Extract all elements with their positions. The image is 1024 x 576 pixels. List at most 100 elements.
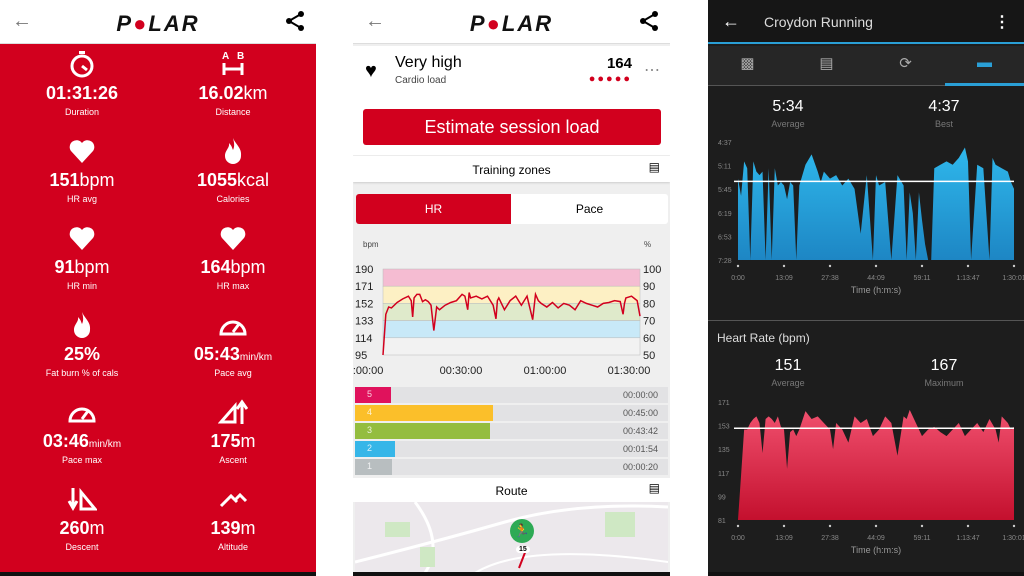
pace-best-label: Best xyxy=(934,119,953,129)
x-tick-dot xyxy=(874,524,878,528)
active-tab-indicator xyxy=(945,83,1024,86)
x-tick-label: 27:38 xyxy=(821,275,839,282)
stat-value: 91bpm xyxy=(54,257,110,277)
y2-tick-label: 80 xyxy=(643,298,655,310)
y-tick-label: 5:45 xyxy=(718,187,732,194)
stat-label: Distance xyxy=(215,107,251,117)
x-tick-label: 01:00:00 xyxy=(524,365,567,377)
route-header[interactable]: Route ▤ xyxy=(353,478,670,502)
x-tick-label: 00:30:00 xyxy=(440,365,483,377)
details-icon[interactable]: ▤ xyxy=(819,55,834,72)
more-icon[interactable]: ⋯ xyxy=(644,62,660,79)
hr-max: 167 xyxy=(930,357,958,374)
y-tick-label: 117 xyxy=(718,471,729,478)
heart-icon: ♥ xyxy=(365,60,377,82)
training-zones-header[interactable]: Training zones ▤ xyxy=(353,156,670,182)
overflow-menu-icon[interactable]: ⋮ xyxy=(994,14,1010,31)
collapse-icon[interactable]: ▤ xyxy=(648,481,660,495)
charts-icon[interactable]: ▬ xyxy=(977,54,992,71)
y-tick-label: 152 xyxy=(355,298,373,310)
stat-label: Descent xyxy=(65,542,99,552)
y2-tick-label: 70 xyxy=(643,316,655,328)
collapse-icon[interactable]: ▤ xyxy=(648,160,660,174)
stat-duration: 01:31:26 Duration xyxy=(7,49,157,117)
x-tick-dot xyxy=(874,264,878,268)
back-arrow-icon[interactable]: ← xyxy=(722,11,740,31)
pace-chart: 4:37 5:11 5:45 6:19 6:53 7:28 0:00 13:09 27:38 44… xyxy=(718,140,1024,295)
x-tick-label: 44:09 xyxy=(867,275,885,282)
y-tick-label: 114 xyxy=(355,333,373,345)
y-tick-label: 6:53 xyxy=(718,234,732,241)
x-tick-label: 1:30:01 xyxy=(1002,535,1024,542)
zone-bar xyxy=(355,459,392,475)
zone-bar xyxy=(355,423,491,439)
x-tick-dot xyxy=(782,264,786,268)
route-map[interactable]: 🏃 15 xyxy=(355,502,668,573)
zone-number: 2 xyxy=(367,443,373,453)
polar-summary-screen: ← P●LAR 01:31:26 Duration A B 16.02km Distanc… xyxy=(0,0,316,576)
share-icon[interactable] xyxy=(638,10,660,32)
photo-icon[interactable]: ▩ xyxy=(740,55,755,72)
y-tick-label: 133 xyxy=(355,316,373,328)
y-tick-label: 171 xyxy=(355,281,373,293)
cardio-value: 164 xyxy=(606,55,632,72)
run-start-marker-icon[interactable]: 🏃 xyxy=(510,519,534,543)
y-tick-label: 4:37 xyxy=(718,140,732,147)
pace-best: 4:37 xyxy=(928,98,960,115)
hr-section-title: Heart Rate (bpm) xyxy=(717,331,810,345)
back-arrow-icon[interactable]: ← xyxy=(12,10,32,32)
x-tick-dot xyxy=(966,524,970,528)
back-arrow-icon[interactable]: ← xyxy=(365,10,385,32)
x-tick-dot xyxy=(1012,524,1016,528)
stat-ascent: 175m Ascent xyxy=(158,397,308,465)
zone-row-1: 1 00:00:20 xyxy=(355,459,668,475)
app-header: ← P●LAR xyxy=(0,0,316,44)
cardio-load-card[interactable]: ♥ Very high Cardio load 164 ●●●●● ⋯ xyxy=(353,46,670,98)
stat-label: Duration xyxy=(64,107,100,117)
garmin-screen: ← Croydon Running ⋮ ▩ ▤ ⟳ ▬ 5:34 Average… xyxy=(708,0,1024,576)
zone-band xyxy=(382,303,641,321)
x-tick-label: 13:09 xyxy=(775,535,793,542)
hr-average: 151 xyxy=(774,357,802,374)
x-tick-dot xyxy=(828,524,832,528)
cardio-level: Very high xyxy=(395,54,462,71)
y-tick-label: 7:28 xyxy=(718,258,732,265)
stat-label: Pace avg xyxy=(214,368,252,378)
app-header: ← Croydon Running ⋮ xyxy=(708,0,1024,44)
y2-tick-label: 60 xyxy=(643,333,655,345)
estimate-card: Estimate session load xyxy=(353,98,670,155)
stat-pace-max: 03:46min/km Pace max xyxy=(7,397,157,465)
route-label: Route xyxy=(495,484,528,498)
stat-value: 05:43min/km xyxy=(193,344,273,364)
y-tick-label: 5:11 xyxy=(718,164,731,171)
stat-value: 1055kcal xyxy=(196,170,270,190)
y-tick-label: 81 xyxy=(718,518,726,525)
tab-pace[interactable]: Pace xyxy=(575,202,604,216)
zone-time: 00:00:20 xyxy=(622,462,658,472)
stat-label: Ascent xyxy=(219,455,247,465)
stat-label: Pace max xyxy=(61,455,103,465)
hr-pace-toggle: HR Pace xyxy=(356,194,668,224)
y-axis-label: bpm xyxy=(363,240,379,249)
tab-hr[interactable]: HR xyxy=(356,194,511,224)
zone-band xyxy=(382,320,641,339)
estimate-session-load-button[interactable]: Estimate session load xyxy=(363,109,661,145)
y-tick-label: 153 xyxy=(718,424,730,431)
y-tick-label: 171 xyxy=(718,400,730,407)
share-icon[interactable] xyxy=(284,10,306,32)
nav-bar xyxy=(708,572,1024,576)
zone-band xyxy=(382,268,641,287)
heart-icon xyxy=(158,223,308,253)
x-tick-label: 0:00 xyxy=(731,275,745,282)
x-tick-dot xyxy=(966,264,970,268)
flame-icon xyxy=(158,136,308,166)
x-axis-label: Time (h:m:s) xyxy=(851,285,901,295)
zone-time: 00:00:00 xyxy=(622,390,658,400)
stat-altitude: 139m Altitude xyxy=(158,484,308,552)
cardio-label: Cardio load xyxy=(395,75,447,86)
tab-bar: ▩ ▤ ⟳ ▬ xyxy=(708,46,1024,86)
x-tick-dot xyxy=(1012,264,1016,268)
stat-label: Altitude xyxy=(217,542,249,552)
laps-icon[interactable]: ⟳ xyxy=(899,55,912,72)
x-tick-label: 59:11 xyxy=(914,275,931,282)
